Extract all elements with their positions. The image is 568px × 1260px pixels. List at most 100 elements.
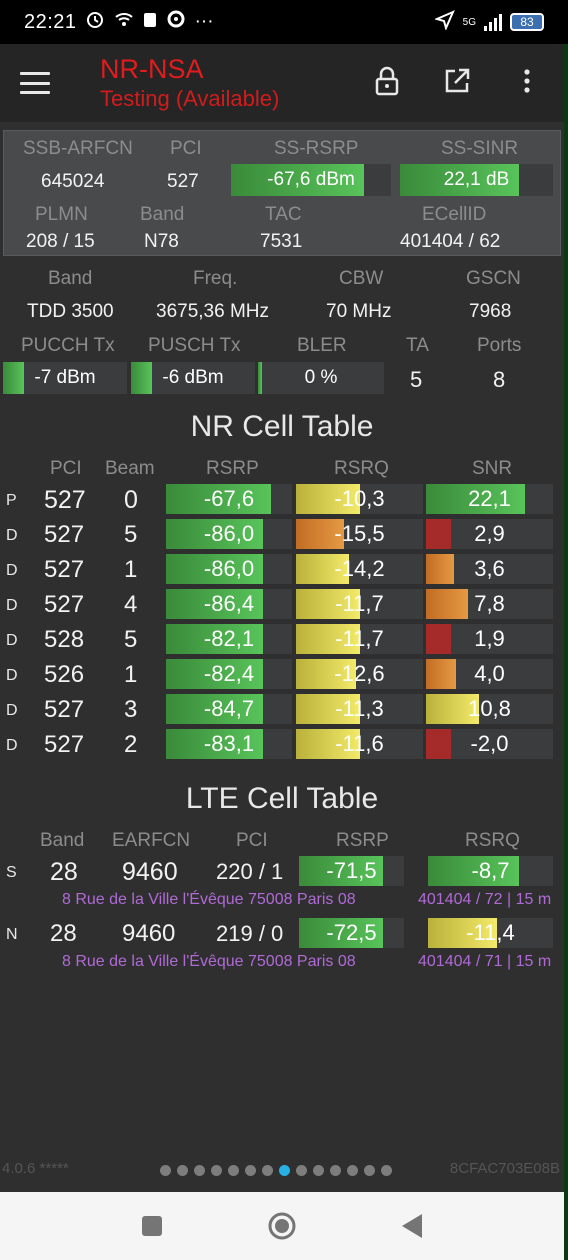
lte-row-pci: 220 / 1 (216, 859, 284, 884)
nr-row-snr-bar: -2,0 (426, 729, 553, 759)
nr-row-snr-value: 3,6 (474, 556, 505, 581)
pusch-bar: -6 dBm (131, 362, 255, 394)
nr-row-rsrq-bar: -11,7 (296, 589, 423, 619)
nr-row-pci: 526 (44, 661, 85, 688)
signal-icon (484, 13, 502, 31)
nr-row-rsrp-value: -67,6 (203, 486, 255, 511)
nr-row-snr-value: 2,9 (474, 521, 505, 546)
freq-label: Freq. (193, 268, 238, 289)
more-options-icon[interactable] (512, 64, 542, 98)
footer-row: 4.0.6 ***** 8CFAC703E08B (0, 1160, 564, 1184)
nr-row-snr-bar: 4,0 (426, 659, 553, 689)
lte-row-rsrp-value: -72,5 (326, 920, 377, 945)
cbw-value: 70 MHz (326, 301, 392, 322)
page-dot[interactable] (296, 1165, 307, 1176)
nr-row-rsrq-bar-fill (296, 484, 360, 514)
plmn-label: PLMN (35, 204, 88, 225)
nr-row-beam: 1 (124, 556, 138, 583)
pusch-label: PUSCH Tx (148, 335, 241, 356)
page-dot[interactable] (262, 1165, 273, 1176)
lte-header-rsrq: RSRQ (465, 830, 520, 851)
page-dot[interactable] (364, 1165, 375, 1176)
nr-row-rsrq-bar: -11,3 (296, 694, 423, 724)
network-type: 5G (462, 16, 476, 28)
nr-row-rsrp-bar: -67,6 (166, 484, 292, 514)
lte-row-type: N (6, 926, 18, 943)
lte-header-band: Band (40, 830, 85, 851)
band-value: N78 (144, 231, 179, 252)
freq-value: 3675,36 MHz (156, 301, 270, 322)
nr-row-rsrq-bar-fill (296, 589, 360, 619)
ssb-arfcn-label: SSB-ARFCN (23, 138, 133, 159)
nr-row-rsrq-bar: -15,5 (296, 519, 423, 549)
ssb-arfcn-value: 645024 (41, 171, 105, 192)
nr-row-rsrp-bar: -82,4 (166, 659, 292, 689)
nr-row-rsrq-value: -10,3 (334, 486, 385, 511)
lock-icon[interactable] (372, 64, 402, 98)
page-dot[interactable] (177, 1165, 188, 1176)
nr-row-rsrq-bar-fill (296, 659, 356, 689)
nr-header-pci: PCI (50, 458, 82, 479)
home-button[interactable] (264, 1208, 300, 1244)
recents-button[interactable] (134, 1208, 170, 1244)
nr-row-rsrq-bar: -12,6 (296, 659, 423, 689)
ss-rsrp-bar-fill (231, 164, 364, 196)
page-dot[interactable] (245, 1165, 256, 1176)
gscn-label: GSCN (466, 268, 521, 289)
nr-row-snr-value: 4,0 (474, 661, 505, 686)
nr-row-beam: 5 (124, 626, 138, 653)
page-dot[interactable] (160, 1165, 171, 1176)
back-button[interactable] (394, 1208, 430, 1244)
toolbar: NR-NSA Testing (Available) (0, 44, 564, 122)
cbw-label: CBW (339, 268, 384, 289)
lte-row-rsrq-value: -8,7 (471, 858, 510, 883)
ss-sinr-bar: 22,1 dB (400, 164, 553, 196)
nr-row-rsrq-bar-fill (296, 554, 350, 584)
nr-row-snr-bar-fill (426, 519, 452, 549)
menu-icon[interactable] (20, 72, 50, 94)
status-bar: 22:21 ··· 5G 83 (0, 0, 568, 44)
nr-row-rsrp-bar-fill (166, 729, 264, 759)
nr-row-rsrp-bar: -86,0 (166, 519, 292, 549)
page-dot[interactable] (194, 1165, 205, 1176)
lte-row-band: 28 (50, 920, 77, 947)
nr-row-rsrp-value: -86,4 (203, 591, 255, 616)
page-dot[interactable] (347, 1165, 358, 1176)
lte-row-rsrq-bar: -11,4 (428, 918, 553, 948)
nr-row-rsrp-value: -83,1 (203, 731, 255, 756)
nr-row-snr-bar: 10,8 (426, 694, 553, 724)
nr-row-rsrq-bar: -10,3 (296, 484, 423, 514)
page-dot[interactable] (330, 1165, 341, 1176)
nr-row-snr-bar-fill (426, 484, 526, 514)
page-dot[interactable] (228, 1165, 239, 1176)
nr-row-rsrp-bar-fill (166, 519, 264, 549)
app-screen: NR-NSA Testing (Available) SSB-ARFCN PCI… (0, 44, 564, 1192)
page-dot[interactable] (279, 1165, 290, 1176)
nr-row-snr-value: 1,9 (474, 626, 505, 651)
band-label: Band (140, 204, 185, 225)
nr-row-pci: 527 (44, 696, 85, 723)
open-external-icon[interactable] (442, 64, 472, 98)
nr-row-rsrq-bar-fill (296, 519, 345, 549)
lte-row-rsrq-value: -11,4 (466, 920, 515, 945)
nr-row-snr-bar: 7,8 (426, 589, 553, 619)
nr-header-rsrq: RSRQ (334, 458, 389, 479)
nr-row-rsrq-value: -11,7 (335, 626, 384, 651)
pucch-label: PUCCH Tx (21, 335, 115, 356)
ss-sinr-label: SS-SINR (441, 138, 519, 159)
system-nav-bar (0, 1192, 564, 1260)
page-dot[interactable] (313, 1165, 324, 1176)
nr-row-rsrp-value: -86,0 (203, 521, 255, 546)
page-dot[interactable] (381, 1165, 392, 1176)
page-dot[interactable] (211, 1165, 222, 1176)
lte-header-earfcn: EARFCN (112, 830, 191, 851)
page-subtitle: Testing (Available) (100, 86, 280, 111)
nr-row-snr-value: -2,0 (470, 731, 509, 756)
nr-row-snr-bar-fill (426, 659, 457, 689)
nr-row-snr-value: 22,1 (468, 486, 511, 511)
bler-value: 0 % (304, 367, 338, 388)
bler-bar-fill (258, 362, 262, 394)
nr-row-snr-bar-fill (426, 694, 480, 724)
nr-row-type: D (6, 562, 18, 579)
page-indicator[interactable] (160, 1165, 392, 1176)
